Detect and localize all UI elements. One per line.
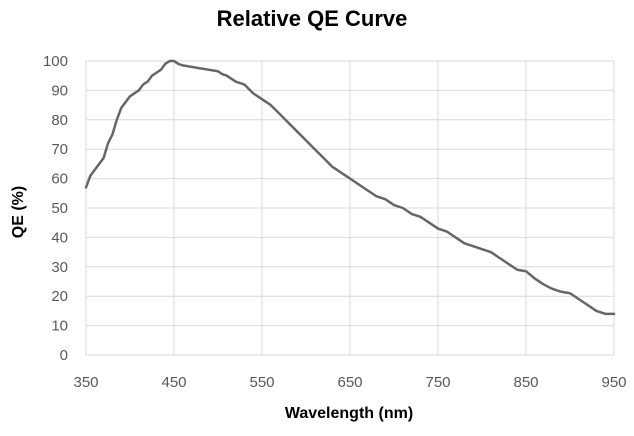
y-tick-label-30: 30	[51, 259, 68, 276]
y-axis-label: QE (%)	[10, 186, 27, 238]
grid-lines	[85, 60, 615, 356]
x-axis-label: Wavelength (nm)	[285, 405, 413, 422]
x-tick-label-550: 550	[249, 374, 274, 391]
series-layer	[84, 59, 616, 316]
qe-series-line-0	[84, 59, 616, 316]
x-tick-label-650: 650	[337, 374, 362, 391]
y-tick-label-10: 10	[51, 318, 68, 335]
y-tick-label-0: 0	[60, 347, 68, 364]
y-tick-label-70: 70	[51, 141, 68, 158]
y-tick-label-50: 50	[51, 200, 68, 217]
y-tick-label-40: 40	[51, 229, 68, 246]
y-tick-label-60: 60	[51, 171, 68, 188]
y-tick-label-100: 100	[43, 53, 68, 70]
tick-labels: 0 10 20 30 40 50 60 70 80 90 100 350 450 550 650 750 850…	[43, 53, 627, 391]
y-tick-label-20: 20	[51, 288, 68, 305]
chart-title: Relative QE Curve	[217, 6, 408, 31]
y-tick-label-80: 80	[51, 112, 68, 129]
x-tick-label-950: 950	[601, 374, 626, 391]
y-tick-label-90: 90	[51, 82, 68, 99]
x-tick-label-750: 750	[425, 374, 450, 391]
x-tick-label-850: 850	[513, 374, 538, 391]
x-tick-label-350: 350	[73, 374, 98, 391]
x-tick-label-450: 450	[161, 374, 186, 391]
